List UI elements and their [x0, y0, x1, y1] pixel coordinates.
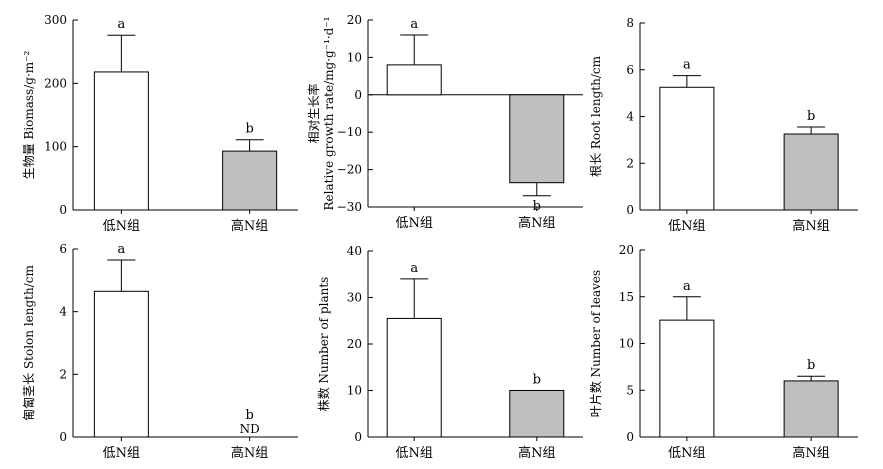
category-label: 低N组	[668, 446, 705, 461]
y-tick-label: 0	[59, 203, 67, 217]
y-axis-label: 生物量 Biomass/g·m⁻²	[22, 51, 36, 180]
category-label: 低N组	[103, 219, 140, 234]
significance-letter: a	[117, 17, 125, 32]
significance-letter: b	[245, 122, 253, 137]
chart-panel-3: 0 2 4 6 8 a 低N组 b 高N组 根长 Root length/cm	[589, 16, 858, 234]
y-axis-label: 株数 Number of plants	[316, 277, 331, 412]
significance-letter: b	[807, 109, 815, 124]
chart-panel-5: 0 10 20 30 40 a 低N组 b 高N组 株数 Number of plants	[316, 244, 583, 461]
category-label: 低N组	[396, 216, 433, 231]
y-tick-label: 10	[619, 337, 634, 351]
y-tick-label: 15	[619, 290, 634, 304]
y-tick-label: 20	[619, 243, 634, 257]
bar-high-n	[783, 380, 839, 438]
y-tick-label: 40	[347, 244, 362, 258]
significance-letter: a	[117, 242, 125, 257]
category-label: 低N组	[668, 219, 705, 234]
y-axis-label: 相对生长率Relative growth rate/mg·g⁻¹·d⁻¹	[306, 17, 336, 211]
chart-panel-4: 0 2 4 6 a 低N组 NDb 高N组 匍匐茎长 Stolon length/cm	[21, 242, 298, 461]
category-label: 低N组	[103, 446, 140, 461]
significance-letter: b	[533, 373, 541, 388]
y-tick-label: 6	[626, 63, 634, 77]
y-tick-label: 0	[354, 430, 362, 444]
significance-letter: b	[533, 199, 541, 214]
bar-low-n	[93, 290, 149, 438]
y-tick-label: −10	[337, 125, 362, 139]
significance-letter: a	[683, 279, 691, 294]
bar-low-n	[386, 64, 442, 96]
y-tick-label: 8	[626, 16, 634, 30]
category-label: 低N组	[396, 446, 433, 461]
category-label: 高N组	[231, 445, 268, 461]
y-tick-label: 20	[347, 13, 362, 27]
bar-high-n	[509, 390, 565, 438]
bar-high-n	[222, 150, 278, 211]
bar-low-n	[659, 319, 715, 438]
y-axis-label: 匍匐茎长 Stolon length/cm	[21, 265, 36, 421]
y-tick-label: 2	[59, 367, 67, 381]
significance-letter: a	[683, 58, 691, 73]
y-tick-label: 300	[44, 13, 67, 27]
chart-panel-1: 0 100 200 300 a 低N组 b 高N组 生物量 Biomass/g·m⁻²	[22, 13, 298, 234]
category-label: 高N组	[231, 218, 268, 234]
y-tick-label: 4	[626, 110, 634, 124]
y-tick-label: 0	[626, 203, 634, 217]
significance-letter: b	[245, 408, 253, 423]
category-label: 高N组	[518, 445, 555, 461]
y-tick-label: 2	[626, 156, 634, 170]
y-tick-label: 30	[347, 291, 362, 305]
significance-letter: a	[410, 17, 418, 32]
y-tick-label: 20	[347, 337, 362, 351]
y-tick-label: 200	[44, 76, 67, 90]
y-tick-label: 0	[354, 88, 362, 102]
bar-low-n	[386, 317, 442, 438]
y-tick-label: 100	[44, 140, 67, 154]
bar-high-n	[509, 94, 565, 184]
y-tick-label: −20	[337, 163, 362, 177]
y-axis-label: 根长 Root length/cm	[589, 55, 603, 177]
category-label: 高N组	[792, 445, 829, 461]
y-tick-label: −30	[337, 200, 362, 214]
significance-letter: a	[410, 261, 418, 276]
nd-label: ND	[240, 422, 260, 436]
y-tick-label: 0	[626, 430, 634, 444]
y-tick-label: 4	[59, 305, 67, 319]
category-label: 高N组	[518, 215, 555, 231]
bar-low-n	[659, 86, 715, 211]
chart-panel-6: 0 5 10 15 20 a 低N组 b 高N组 叶片数 Number of leaves	[588, 243, 858, 461]
bar-high-n	[783, 133, 839, 211]
y-tick-label: 5	[626, 383, 634, 397]
y-tick-label: 0	[59, 430, 67, 444]
y-tick-label: 10	[347, 50, 362, 64]
y-tick-label: 10	[347, 384, 362, 398]
significance-letter: b	[807, 358, 815, 373]
bar-low-n	[93, 71, 149, 211]
y-tick-label: 6	[59, 242, 67, 256]
category-label: 高N组	[792, 218, 829, 234]
y-axis-label: 叶片数 Number of leaves	[588, 270, 603, 417]
